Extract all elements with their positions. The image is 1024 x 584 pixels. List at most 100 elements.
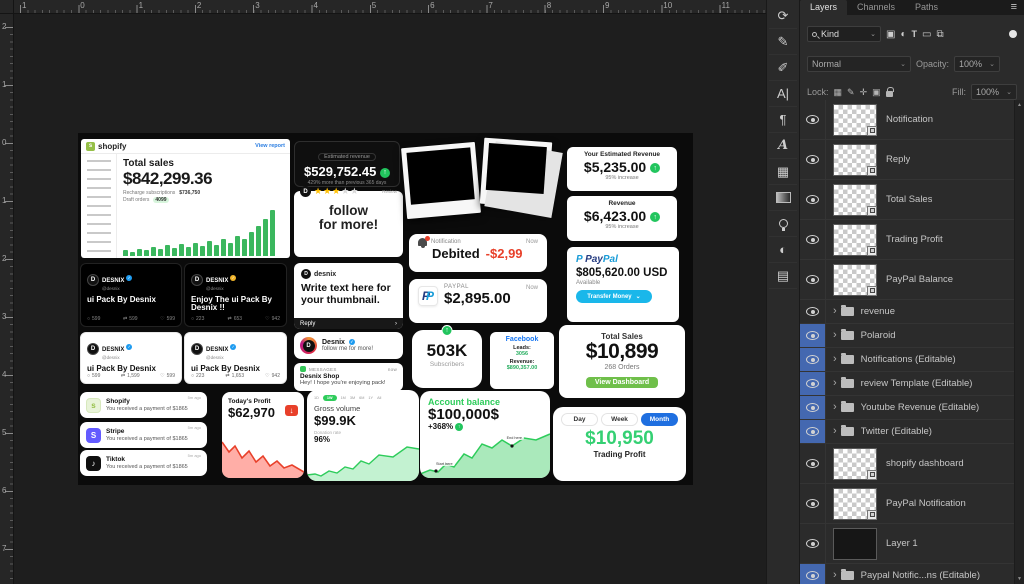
layer-name[interactable]: revenue xyxy=(860,306,896,317)
visibility-toggle[interactable] xyxy=(800,372,826,395)
tab-day[interactable]: Day xyxy=(561,413,598,426)
instagram-follow-widget[interactable]: D Desnix ✓ follow me for more! xyxy=(294,332,403,359)
visibility-toggle[interactable] xyxy=(800,348,826,371)
paragraph-icon[interactable]: ¶ xyxy=(769,107,797,133)
trading-profit-widget[interactable]: Day Week Month $10,950 Trading Profit xyxy=(553,407,686,481)
tab-layers[interactable]: Layers xyxy=(800,0,848,15)
adjustments-icon[interactable]: ◐ xyxy=(769,237,797,263)
layer-name[interactable]: Polaroid xyxy=(860,330,896,341)
total-sales-widget[interactable]: Total Sales $10,899 268 Orders View Dash… xyxy=(559,325,685,398)
layer-name[interactable]: shopify dashboard xyxy=(886,458,964,469)
transfer-money-button[interactable]: Transfer Money ⌄ xyxy=(576,290,652,303)
layer-row-review-template-editable-[interactable]: › review Template (Editable) xyxy=(800,372,1014,396)
visibility-toggle[interactable] xyxy=(800,444,826,483)
tab-paths[interactable]: Paths xyxy=(915,2,939,12)
subscribers-widget[interactable]: ↑ 503K Subscribers xyxy=(412,325,482,388)
character-icon[interactable]: A| xyxy=(769,81,797,107)
layer-name[interactable]: Reply xyxy=(886,154,911,165)
layer-row-paypal-balance[interactable]: PayPal Balance xyxy=(800,260,1014,300)
filter-kind-select[interactable]: Kind ⌄ xyxy=(807,26,881,42)
tab-1m[interactable]: 1M xyxy=(340,396,346,400)
layer-thumbnail[interactable] xyxy=(833,103,877,136)
reply-bar[interactable]: Reply › xyxy=(294,318,403,329)
layer-name[interactable]: Notifications (Editable) xyxy=(860,354,956,365)
gradients-icon[interactable] xyxy=(769,185,797,211)
polaroid-photo[interactable] xyxy=(479,137,553,209)
tab-1w[interactable]: 1W xyxy=(322,395,337,401)
brushes-icon[interactable]: ✐ xyxy=(769,55,797,81)
layer-row-youtube-revenue-editable-[interactable]: › Youtube Revenue (Editable) xyxy=(800,396,1014,420)
libraries-icon[interactable]: ▤ xyxy=(769,263,797,289)
visibility-toggle[interactable] xyxy=(800,140,826,179)
layer-row-revenue[interactable]: › revenue xyxy=(800,300,1014,324)
layers-scrollbar[interactable]: ▲ ▼ xyxy=(1014,100,1024,584)
layer-name[interactable]: Notification xyxy=(886,114,933,125)
layer-name[interactable]: Layer 1 xyxy=(886,538,918,549)
expand-chevron-icon[interactable]: › xyxy=(833,376,837,389)
tab-month[interactable]: Month xyxy=(641,413,678,426)
visibility-toggle[interactable] xyxy=(800,484,826,523)
blend-mode-select[interactable]: Normal ⌄ xyxy=(807,56,911,72)
todays-profit-widget[interactable]: Today's Profit $62,970 ↓ xyxy=(222,392,304,478)
lock-position-icon[interactable]: ✛ xyxy=(859,86,868,97)
layer-name[interactable]: Trading Profit xyxy=(886,234,943,245)
visibility-toggle[interactable] xyxy=(800,396,826,419)
history-icon[interactable]: ⟳ xyxy=(769,3,797,29)
expand-chevron-icon[interactable]: › xyxy=(833,568,837,581)
visibility-toggle[interactable] xyxy=(800,260,826,299)
layer-row-notifications-editable-[interactable]: › Notifications (Editable) xyxy=(800,348,1014,372)
layer-row-paypal-notification[interactable]: PayPal Notification xyxy=(800,484,1014,524)
your-estimated-revenue-widget[interactable]: Your Estimated Revenue $5,235.00 ↑ 95% i… xyxy=(567,147,677,191)
layer-row-paypal-notific-ns-editable-[interactable]: › Paypal Notific...ns (Editable) xyxy=(800,564,1014,584)
tiktok-payment-notification[interactable]: ♪ Tiktok You received a payment of $1865 … xyxy=(80,450,207,476)
review-follow-widget[interactable]: D ★★★★★ Review follow for more! xyxy=(294,186,403,257)
tab-1d[interactable]: 1D xyxy=(314,396,319,400)
debited-notification-widget[interactable]: Notification Now Debited -$2,99 xyxy=(409,234,547,280)
layer-name[interactable]: PayPal Balance xyxy=(886,274,954,285)
tweet-card-dark-1[interactable]: D DESNIX✓ @desnix ui Pack By Desnix ○ 599… xyxy=(80,263,182,327)
filter-adjustment-icon[interactable]: ◐ xyxy=(900,28,907,40)
opacity-select[interactable]: 100% ⌄ xyxy=(954,56,1001,72)
tweet-card-dark-2[interactable]: D DESNIX✓ @desnix Enjoy The ui Pack By D… xyxy=(184,263,287,327)
swatches-icon[interactable]: ▦ xyxy=(769,159,797,185)
panel-menu-icon[interactable]: ≡ xyxy=(1010,1,1017,13)
expand-chevron-icon[interactable]: › xyxy=(833,400,837,413)
lock-artboard-icon[interactable]: ▣ xyxy=(872,86,881,97)
visibility-toggle[interactable] xyxy=(800,180,826,219)
revenue-widget[interactable]: Revenue $6,423.00 ↑ 95% increase xyxy=(567,196,677,241)
layer-name[interactable]: Youtube Revenue (Editable) xyxy=(860,402,980,413)
scroll-up-icon[interactable]: ▲ xyxy=(1017,102,1022,108)
layer-thumbnail[interactable] xyxy=(833,183,877,216)
visibility-toggle[interactable] xyxy=(800,300,826,323)
layer-row-total-sales[interactable]: Total Sales xyxy=(800,180,1014,220)
shopify-dashboard-widget[interactable]: s shopify View report Total sales $842,2… xyxy=(81,139,290,258)
expand-chevron-icon[interactable]: › xyxy=(833,352,837,365)
filter-smart-object-icon[interactable]: ⧉ xyxy=(936,28,944,40)
account-balance-widget[interactable]: Account balance $100,000$ +368% ↑ Start h… xyxy=(420,391,550,478)
layer-row-shopify-dashboard[interactable]: shopify dashboard xyxy=(800,444,1014,484)
paypal-balance-widget[interactable]: P PayPal $805,620.00 USD Available Trans… xyxy=(567,247,679,322)
brush-settings-icon[interactable]: ✎ xyxy=(769,29,797,55)
polaroid-photo[interactable] xyxy=(401,141,481,220)
layer-row-notification[interactable]: Notification xyxy=(800,100,1014,140)
range-tabs[interactable]: 1D 1W 1M 3M 6M 1Y All xyxy=(314,395,412,401)
lock-transparency-icon[interactable]: ▦ xyxy=(833,86,843,97)
layer-name[interactable]: Paypal Notific...ns (Editable) xyxy=(860,570,981,581)
learn-icon[interactable] xyxy=(769,211,797,237)
facebook-leads-widget[interactable]: Facebook Leads: 3056 Revenue: $890,357.0… xyxy=(490,332,554,389)
layer-row-trading-profit[interactable]: Trading Profit xyxy=(800,220,1014,260)
layer-thumbnail[interactable] xyxy=(833,447,877,480)
gross-volume-widget[interactable]: 1D 1W 1M 3M 6M 1Y All Gross volume $99.9K Dona… xyxy=(307,390,419,481)
scroll-down-icon[interactable]: ▼ xyxy=(1017,576,1022,582)
visibility-toggle[interactable] xyxy=(800,324,826,347)
expand-chevron-icon[interactable]: › xyxy=(833,424,837,437)
expand-chevron-icon[interactable]: › xyxy=(833,304,837,317)
layer-row-layer-1[interactable]: Layer 1 xyxy=(800,524,1014,564)
visibility-toggle[interactable] xyxy=(800,524,826,563)
layer-name[interactable]: PayPal Notification xyxy=(886,498,966,509)
view-dashboard-button[interactable]: View Dashboard xyxy=(585,377,659,388)
glyphs-icon[interactable]: A xyxy=(769,133,797,159)
tab-1y[interactable]: 1Y xyxy=(368,396,374,400)
filter-type-icon[interactable]: T xyxy=(911,29,918,39)
period-tabs[interactable]: Day Week Month xyxy=(561,413,678,426)
